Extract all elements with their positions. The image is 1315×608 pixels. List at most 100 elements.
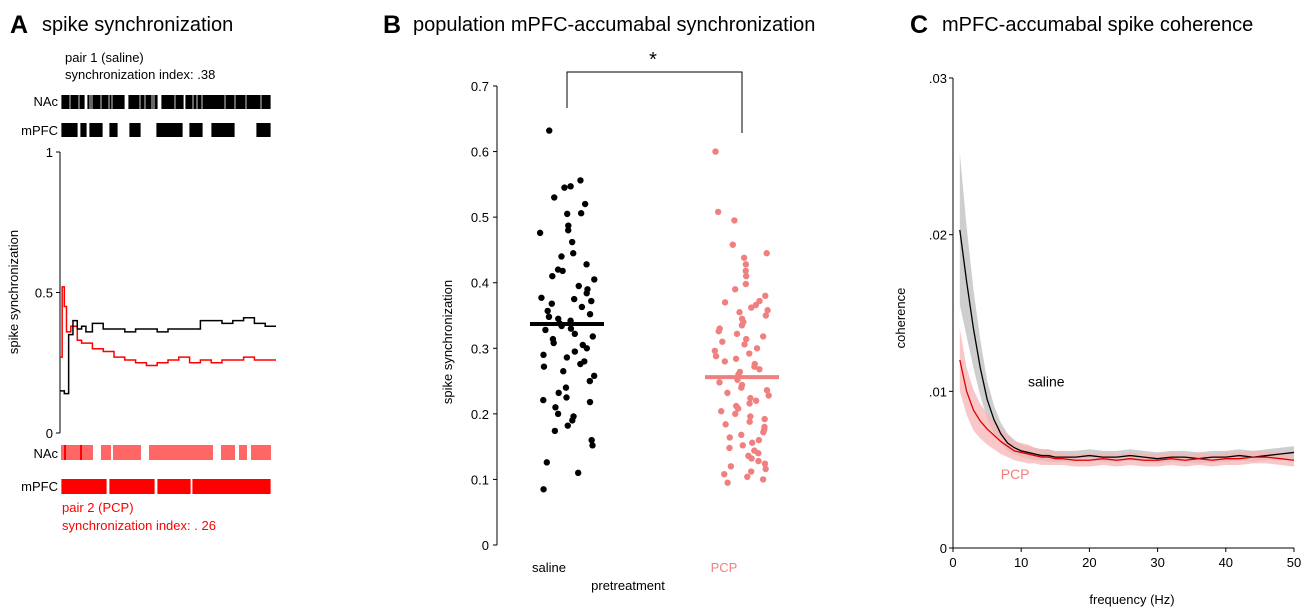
panel-c-x-tick-label: 20 [1082,555,1096,570]
pair1-index-label: synchronization index: .38 [65,67,215,82]
panel-a-line-pcp [60,286,276,367]
panel-b-point-pcp [759,333,767,340]
panel-b-point-pcp [722,421,729,428]
panel-c-ylabel: coherence [893,288,908,349]
panel-b-point-saline [536,229,544,237]
panel-b-point-pcp [727,463,735,470]
panel-c-xlabel: frequency (Hz) [1089,592,1174,607]
panel-b-point-pcp [742,261,750,268]
panel-b-point-saline [564,422,571,429]
panel-b-point-pcp [742,272,750,280]
panel-c-y-tick-label: .03 [929,71,947,86]
panel-b-point-saline [554,410,562,418]
panel-b-point-saline [571,330,579,338]
panel-b-point-pcp [747,394,754,402]
panel-b-point-saline [586,398,594,406]
panel-b-point-pcp [746,400,753,407]
panel-b-point-pcp [726,444,733,452]
panel-c-line-saline [959,229,1295,460]
panel-b-point-pcp [711,347,719,355]
panel-b-point-pcp [755,450,762,457]
panel-b-point-pcp [742,280,750,288]
panel-b-point-pcp [763,250,770,257]
panel-b-point-pcp [715,328,722,335]
raster-label-nac-1: NAc [33,94,58,109]
panel-b-point-saline [544,307,551,315]
panel-a-y-tick-label: 1 [46,145,53,160]
panel-b-point-pcp [726,434,733,441]
panel-b-y-tick-label: 0 [482,538,489,553]
panel-b-point-pcp [716,379,723,386]
panel-b-point-saline [590,372,598,380]
panel-b-point-pcp [763,387,771,394]
panel-b-point-pcp [759,476,767,483]
panel-c-x-tick-label: 0 [949,555,956,570]
panel-b-point-pcp [761,415,768,423]
panel-b-point-saline [588,297,595,305]
panel-b-point-saline [542,326,549,334]
raster-label-mpfc-2: mPFC [21,479,58,494]
panel-b-point-saline [567,183,574,190]
panel-a-letter: A [10,11,28,39]
panel-b-point-saline [577,360,584,368]
panel-b-point-pcp [742,267,749,275]
panel-b-y-tick-label: 0.1 [471,472,489,487]
panel-b-point-pcp [732,410,739,418]
panel-a-ylabel: spike synchronization [6,230,21,354]
panel-b-point-saline [555,389,562,397]
panel-b-point-pcp [760,429,767,436]
panel-b-point-pcp [729,241,736,248]
panel-b-point-pcp [714,208,722,216]
panel-b-point-saline [574,469,582,477]
panel-b-y-tick-label: 0.2 [471,407,489,422]
panel-b-point-pcp [762,292,769,300]
panel-b-y-tick-label: 0.6 [471,145,489,160]
panel-b-point-saline [558,253,565,260]
panel-b-y-tick-label: 0.5 [471,210,489,225]
panel-b-point-saline [568,238,576,246]
panel-b-point-saline [586,310,594,318]
panel-c-x-tick-label: 10 [1014,555,1028,570]
panel-b-point-pcp [764,307,771,314]
panel-b-point-saline [565,227,572,234]
panel-c-series-label: PCP [1001,466,1030,482]
panel-b-point-saline [586,377,594,385]
panel-c-series-label: saline [1028,374,1065,390]
panel-b-point-pcp [765,392,772,399]
panel-b-point-pcp [746,350,753,357]
panel-c-y-tick-label: 0 [940,541,947,556]
panel-a-y-tick-label: 0 [46,426,53,441]
panel-c-y-tick-label: .02 [929,228,947,243]
panel-b-xlabel: pretreatment [591,578,665,593]
panel-a-y-tick-label: 0.5 [35,286,53,301]
panel-b-category-label: PCP [711,560,738,575]
panel-b-point-pcp [761,460,769,467]
panel-b-point-saline [577,177,584,184]
panel-b-point-saline [551,194,558,201]
panel-b-point-pcp [738,322,746,329]
panel-b-point-saline [589,442,596,449]
panel-b-point-pcp [734,405,742,412]
panel-c-title: mPFC-accumabal spike coherence [942,14,1253,36]
panel-b-category-label: saline [532,560,566,575]
panel-c-band-saline [959,153,1294,464]
panel-b-point-saline [578,303,586,311]
panel-b-point-saline [565,222,572,229]
panel-b-point-pcp [753,345,761,352]
panel-b-point-saline [540,396,547,404]
panel-b-point-saline [571,348,579,355]
panel-b-point-pcp [746,418,753,425]
panel-b-point-pcp [740,254,748,261]
panel-c-y-tick-label: .01 [929,384,947,399]
panel-b-point-saline [560,368,567,375]
panel-b-point-saline [583,345,591,352]
panel-b-ylabel: spike synchronization [440,280,455,404]
panel-c-x-tick-label: 40 [1219,555,1233,570]
pair2-index-label: synchronization index: . 26 [62,518,216,533]
panel-b-point-pcp [718,408,725,415]
panel-b-point-saline [561,184,568,191]
panel-b-point-pcp [743,335,750,343]
panel-b-point-saline [583,290,590,297]
panel-b-point-pcp [731,286,739,293]
